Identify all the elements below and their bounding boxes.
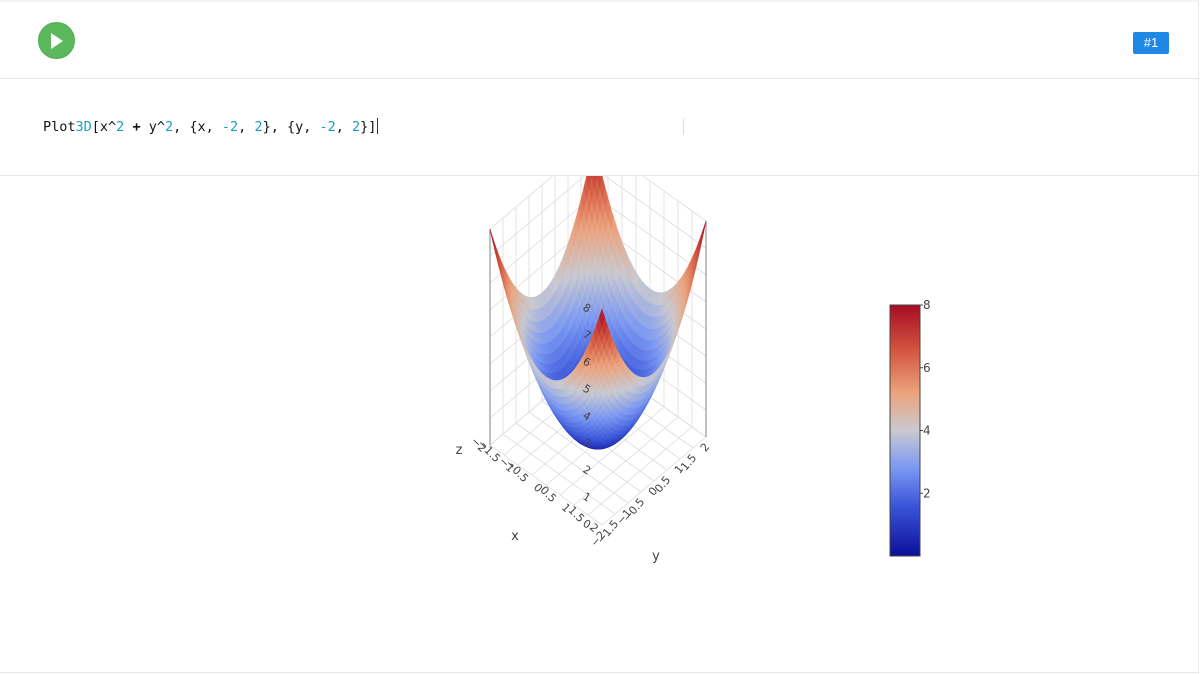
grid-line (502, 433, 616, 515)
colorbar-tick-label: 6 (923, 361, 931, 375)
code-token: }, {y, (262, 119, 320, 135)
code-token: [x^ (91, 119, 117, 135)
code-editor-line[interactable]: Plot3D[x^2 + y^2, {x, -2, 2}, {y, -2, 2}… (43, 118, 379, 136)
grid-line (515, 422, 629, 504)
grid-line (489, 176, 554, 230)
code-token: 2 (116, 119, 125, 135)
grid-line (642, 176, 707, 222)
code-token: }] (360, 119, 377, 135)
text-caret (377, 118, 379, 134)
surface-mesh (489, 176, 707, 450)
surface-plot[interactable]: 012345678−2−1.5−1−0.500.511.52−2−1.5−1−0… (0, 176, 1199, 672)
grid-line (604, 176, 707, 249)
cell-top-border (0, 0, 1199, 2)
x-axis-title: x (511, 529, 519, 544)
grid-line (489, 444, 603, 526)
code-token: 3D (75, 119, 92, 135)
surface-facet (598, 308, 605, 327)
cell-number-badge: #1 (1133, 32, 1169, 54)
run-button[interactable] (38, 22, 75, 59)
code-token: 2 (352, 119, 361, 135)
code-token: , (335, 119, 353, 135)
cell-bottom-border (0, 672, 1199, 673)
cell-toolbar: #1 (0, 2, 1199, 79)
code-input-area[interactable]: Plot3D[x^2 + y^2, {x, -2, 2}, {y, -2, 2}… (0, 79, 1199, 176)
colorbar-gradient (889, 304, 921, 557)
code-token: 2 (164, 119, 174, 135)
code-token: , {x, (173, 119, 222, 135)
grid-line (593, 194, 707, 276)
play-icon (51, 33, 63, 49)
colorbar-tick-label: 8 (923, 298, 931, 312)
code-token: -2 (319, 119, 336, 135)
colorbar: 2 4 6 8 (889, 298, 931, 557)
grid-line (489, 194, 595, 284)
grid-line (489, 176, 586, 257)
grid-line (528, 411, 642, 493)
z-axis-title: z (456, 443, 463, 458)
code-token: , (238, 119, 255, 135)
y-axis-title: y (652, 549, 660, 564)
colorbar-tick-label: 2 (923, 486, 931, 500)
y-tick-label: 2 (698, 441, 712, 455)
code-token: Plot (43, 119, 76, 135)
colorbar-tick-label: 4 (923, 424, 931, 438)
code-token: + (132, 119, 141, 135)
code-token: 2 (254, 119, 263, 135)
z-tick-label: 2 (580, 463, 593, 478)
code-token: -2 (221, 119, 239, 135)
input-divider (683, 119, 684, 135)
code-token: y^ (140, 119, 165, 135)
plot-output: 0 1 2 3 4 5 6 7 8 −2 −1.5 −1 −0.5 0 0.5 1 1.5 2 −2 −1.5 −1 −0… (0, 176, 1199, 672)
